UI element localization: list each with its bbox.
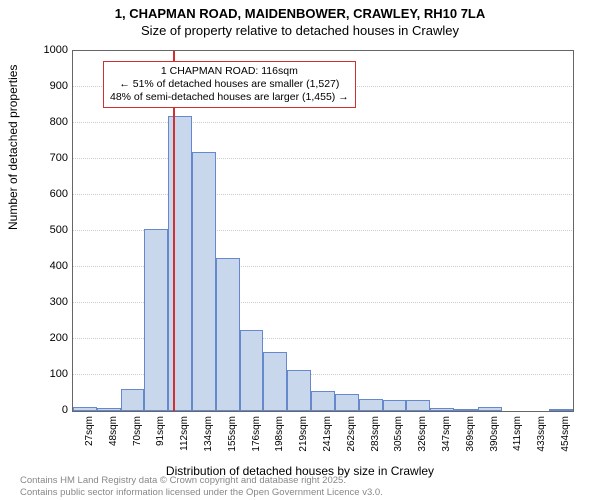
- y-tick-label: 200: [50, 332, 68, 344]
- histogram-bar: [549, 409, 573, 411]
- plot-area: 1 CHAPMAN ROAD: 116sqm← 51% of detached …: [72, 50, 574, 412]
- attribution-line-2: Contains public sector information licen…: [20, 487, 383, 498]
- x-tick-label: 48sqm: [108, 416, 119, 460]
- x-tick-label: 411sqm: [512, 416, 523, 460]
- histogram-bar: [311, 391, 335, 411]
- x-tick-label: 262sqm: [346, 416, 357, 460]
- y-tick-label: 300: [50, 296, 68, 308]
- x-tick-label: 70sqm: [132, 416, 143, 460]
- x-tick-label: 390sqm: [489, 416, 500, 460]
- x-tick-label: 454sqm: [560, 416, 571, 460]
- y-tick-label: 500: [50, 224, 68, 236]
- y-tick-label: 800: [50, 116, 68, 128]
- x-tick-label: 91sqm: [155, 416, 166, 460]
- x-tick-label: 27sqm: [84, 416, 95, 460]
- histogram-bar: [430, 408, 454, 411]
- x-tick-label: 176sqm: [251, 416, 262, 460]
- chart-subtitle: Size of property relative to detached ho…: [0, 23, 600, 42]
- histogram-bar: [144, 229, 168, 411]
- histogram-bar: [287, 370, 311, 411]
- y-axis-label: Number of detached properties: [6, 65, 20, 230]
- annotation-line-1: 1 CHAPMAN ROAD: 116sqm: [161, 65, 298, 77]
- y-tick-label: 700: [50, 152, 68, 164]
- x-tick-label: 347sqm: [441, 416, 452, 460]
- y-tick-label: 600: [50, 188, 68, 200]
- y-tick-label: 100: [50, 368, 68, 380]
- annotation-line-3: 48% of semi-detached houses are larger (…: [110, 91, 349, 103]
- title-line-1: 1, CHAPMAN ROAD, MAIDENBOWER, CRAWLEY, R…: [115, 6, 486, 21]
- x-tick-label: 241sqm: [322, 416, 333, 460]
- y-tick-label: 400: [50, 260, 68, 272]
- annotation-line-2: ← 51% of detached houses are smaller (1,…: [119, 78, 339, 90]
- x-tick-label: 112sqm: [179, 416, 190, 460]
- x-tick-label: 219sqm: [298, 416, 309, 460]
- histogram-bar: [73, 407, 97, 411]
- x-tick-label: 283sqm: [370, 416, 381, 460]
- attribution-line-1: Contains HM Land Registry data © Crown c…: [20, 475, 346, 486]
- y-tick-label: 0: [62, 404, 68, 416]
- x-tick-label: 198sqm: [274, 416, 285, 460]
- histogram-bar: [216, 258, 240, 411]
- histogram-bar: [192, 152, 216, 411]
- x-tick-label: 155sqm: [227, 416, 238, 460]
- histogram-bar: [478, 407, 502, 411]
- x-tick-label: 369sqm: [465, 416, 476, 460]
- x-tick-label: 305sqm: [393, 416, 404, 460]
- histogram-bar: [359, 399, 383, 411]
- x-tick-label: 433sqm: [536, 416, 547, 460]
- histogram-bar: [240, 330, 264, 411]
- histogram-bar: [406, 400, 430, 411]
- histogram-bar: [335, 394, 359, 411]
- chart-title: 1, CHAPMAN ROAD, MAIDENBOWER, CRAWLEY, R…: [0, 0, 600, 23]
- histogram-bar: [454, 409, 478, 411]
- y-tick-label: 900: [50, 80, 68, 92]
- histogram-bar: [383, 400, 407, 411]
- histogram-bar: [263, 352, 287, 411]
- attribution-text: Contains HM Land Registry data © Crown c…: [20, 475, 383, 498]
- x-tick-label: 326sqm: [417, 416, 428, 460]
- histogram-bar: [121, 389, 145, 411]
- y-tick-label: 1000: [44, 44, 68, 56]
- chart-container: 1, CHAPMAN ROAD, MAIDENBOWER, CRAWLEY, R…: [0, 0, 600, 500]
- histogram-bar: [97, 408, 121, 411]
- annotation-box: 1 CHAPMAN ROAD: 116sqm← 51% of detached …: [103, 61, 356, 108]
- x-tick-label: 134sqm: [203, 416, 214, 460]
